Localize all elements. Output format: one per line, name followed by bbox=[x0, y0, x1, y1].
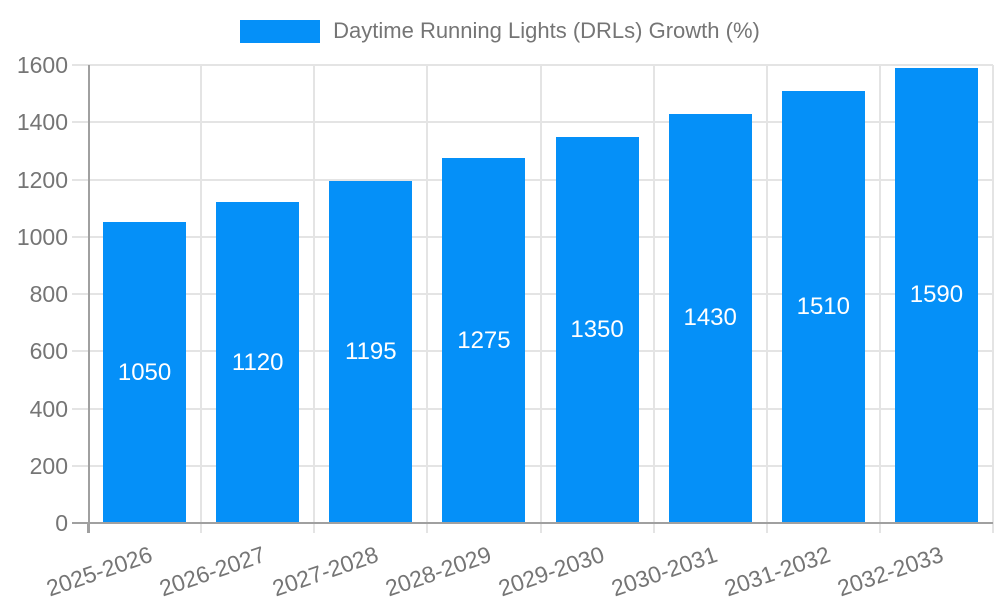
x-gridline bbox=[426, 65, 429, 523]
x-gridline bbox=[200, 65, 203, 523]
bar-value-label: 1510 bbox=[796, 292, 850, 320]
y-tick-label: 1000 bbox=[16, 223, 68, 250]
plot-area: 0 200 400 600 800 1000 1200 1400 1600 1050 1120 119… bbox=[17, 52, 994, 600]
legend-label: Daytime Running Lights (DRLs) Growth (%) bbox=[333, 18, 760, 43]
x-axis-line bbox=[88, 522, 993, 524]
bar-value-label: 1120 bbox=[231, 348, 284, 376]
y-tick-label: 200 bbox=[29, 452, 68, 479]
x-gridline bbox=[765, 65, 768, 523]
x-tick-label: 2032-2033 bbox=[834, 541, 947, 600]
legend-swatch bbox=[240, 19, 321, 43]
x-tick-label: 2027-2028 bbox=[268, 541, 382, 600]
x-tick-label: 2028-2029 bbox=[381, 541, 495, 600]
bar bbox=[216, 202, 300, 523]
x-tick bbox=[200, 523, 203, 533]
x-tick bbox=[313, 523, 316, 533]
x-tick bbox=[539, 523, 542, 533]
bar-value-label: 1590 bbox=[909, 281, 964, 309]
y-tick bbox=[72, 235, 88, 238]
bar bbox=[555, 136, 639, 523]
x-tick-label: 2026-2027 bbox=[155, 541, 269, 600]
x-tick-label: 2030-2031 bbox=[608, 541, 721, 600]
x-gridline bbox=[313, 65, 316, 523]
x-tick-label: 2031-2032 bbox=[721, 541, 834, 600]
y-tick-label: 600 bbox=[29, 338, 68, 365]
y-tick-label: 400 bbox=[29, 395, 68, 422]
y-tick bbox=[72, 522, 88, 524]
bar bbox=[781, 90, 865, 523]
y-tick-label: 1200 bbox=[16, 166, 68, 193]
bar bbox=[442, 158, 526, 523]
x-tick bbox=[992, 523, 994, 533]
x-tick bbox=[765, 523, 768, 533]
y-tick-label: 0 bbox=[55, 510, 68, 536]
bar bbox=[103, 222, 187, 523]
x-gridline bbox=[878, 65, 881, 523]
y-axis-line bbox=[88, 65, 90, 533]
bar bbox=[329, 180, 413, 523]
y-tick bbox=[72, 64, 88, 66]
x-gridline bbox=[992, 65, 994, 523]
bar-value-label: 1050 bbox=[117, 358, 172, 386]
y-tick bbox=[72, 121, 88, 124]
x-tick-label: 2029-2030 bbox=[495, 541, 608, 600]
x-tick bbox=[652, 523, 655, 533]
x-tick bbox=[426, 523, 429, 533]
bar bbox=[894, 67, 978, 523]
bar-value-label: 1275 bbox=[457, 326, 511, 354]
bar-value-label: 1195 bbox=[345, 337, 397, 365]
y-tick bbox=[72, 407, 88, 410]
bar-value-label: 1430 bbox=[683, 304, 737, 332]
y-tick bbox=[72, 178, 88, 181]
y-tick-label: 1600 bbox=[16, 52, 68, 78]
x-gridline bbox=[652, 65, 655, 523]
y-tick bbox=[72, 293, 88, 295]
y-tick bbox=[72, 464, 88, 467]
x-tick-label: 2025-2026 bbox=[42, 541, 156, 600]
y-tick bbox=[72, 350, 88, 353]
y-tick-label: 1400 bbox=[16, 109, 68, 136]
bar-value-label: 1350 bbox=[570, 315, 624, 343]
x-gridline bbox=[539, 65, 542, 523]
bar bbox=[668, 113, 752, 523]
y-tick-label: 800 bbox=[29, 281, 68, 307]
chart-legend: Daytime Running Lights (DRLs) Growth (%) bbox=[0, 19, 1000, 43]
x-tick bbox=[878, 523, 881, 533]
